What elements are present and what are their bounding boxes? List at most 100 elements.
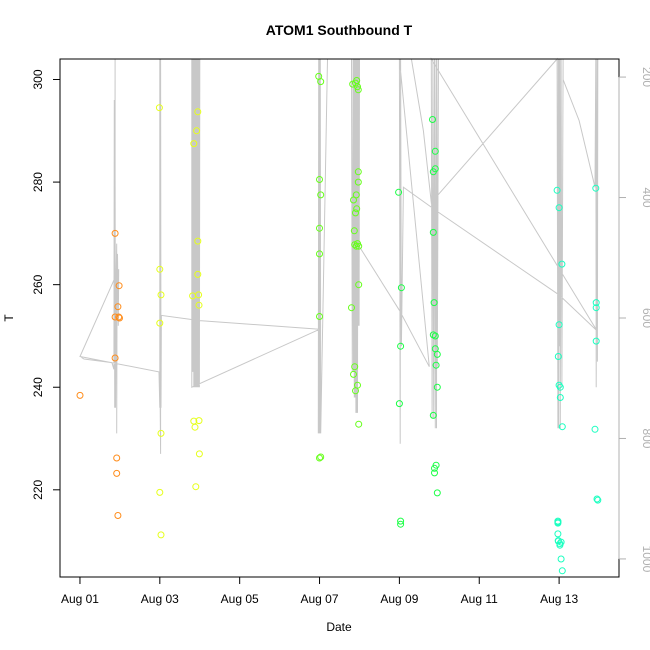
data-point (430, 299, 438, 307)
data-point (316, 250, 323, 258)
data-point (317, 191, 325, 199)
data-point (351, 363, 359, 371)
data-point (432, 461, 440, 469)
data-point (397, 520, 405, 528)
data-point (592, 184, 600, 192)
data-point (554, 530, 562, 538)
data-point (355, 242, 363, 250)
data-point (432, 361, 440, 369)
data-point (195, 301, 203, 309)
data-point (397, 284, 405, 292)
data-point (155, 104, 163, 112)
y-tick-label: 220 (31, 479, 45, 499)
data-point (433, 350, 441, 358)
plot-frame (59, 58, 620, 578)
data-point (191, 423, 199, 431)
data-point (554, 519, 562, 527)
data-point (592, 304, 600, 312)
y2-tick-label: 1000 (640, 546, 650, 573)
x-tick-label: Aug 03 (141, 592, 179, 606)
data-point (354, 86, 362, 94)
data-point (555, 321, 563, 329)
data-point (558, 423, 566, 431)
data-point (429, 228, 437, 236)
y-tick-label: 280 (31, 172, 45, 192)
chart-title: ATOM1 Southbound T (266, 22, 413, 38)
data-point (429, 116, 436, 123)
data-line (79, 57, 599, 454)
data-point (195, 291, 203, 299)
y-axis: 220 240 260 280 300 (31, 69, 61, 500)
data-point (350, 227, 358, 235)
x-tick-label: Aug 13 (540, 592, 578, 606)
data-point (316, 454, 323, 462)
data-point (192, 483, 200, 491)
data-point (431, 165, 439, 173)
data-point (592, 337, 600, 345)
data-point (156, 265, 164, 273)
data-point (114, 303, 122, 311)
data-point (194, 237, 202, 245)
data-point (594, 496, 602, 504)
y-tick-label: 300 (31, 69, 45, 89)
data-point (593, 495, 601, 503)
data-point (195, 450, 203, 458)
x-tick-label: Aug 09 (380, 592, 418, 606)
data-point (113, 469, 121, 477)
x-axis-label: Date (326, 620, 352, 634)
data-point (316, 224, 323, 232)
data-point (433, 489, 441, 497)
data-point (317, 78, 325, 86)
y-tick-label: 260 (31, 274, 45, 294)
data-point (114, 512, 122, 519)
data-point (195, 417, 203, 425)
data-point (558, 567, 566, 575)
data-point (591, 425, 599, 433)
y2-tick-label: 200 (640, 67, 650, 87)
data-point (194, 270, 202, 278)
data-point (558, 260, 566, 268)
data-point (556, 394, 564, 401)
y2-tick-label: 600 (640, 308, 650, 328)
x-axis: Aug 01 Aug 03 Aug 05 Aug 07 Aug 09 Aug 11 Aug … (61, 576, 578, 606)
data-point (190, 140, 198, 148)
data-point (556, 541, 564, 549)
x-tick-label: Aug 11 (461, 592, 498, 606)
data-point (115, 313, 123, 321)
data-point (353, 205, 361, 213)
depth-trace (79, 57, 599, 454)
data-point (157, 291, 165, 299)
data-point (592, 299, 600, 307)
data-point (397, 517, 405, 525)
data-point (355, 281, 363, 289)
data-point (115, 282, 123, 290)
y2-tick-label: 800 (640, 428, 650, 448)
data-point (111, 229, 119, 237)
data-point (554, 353, 562, 360)
data-point (317, 453, 325, 461)
data-points (76, 72, 602, 575)
data-point (348, 304, 355, 312)
data-point (395, 400, 403, 408)
data-point (156, 319, 164, 327)
x-tick-label: Aug 01 (61, 592, 99, 606)
data-point (431, 332, 439, 340)
data-point (157, 429, 165, 437)
y-tick-label: 240 (31, 377, 45, 397)
data-point (556, 383, 564, 391)
data-point (557, 555, 565, 563)
data-point (350, 370, 357, 378)
data-point (76, 391, 84, 399)
data-point (354, 381, 361, 389)
data-point (397, 342, 405, 350)
y2-axis: 200 400 600 800 1000 (618, 67, 650, 573)
data-point (355, 420, 363, 428)
data-point (352, 209, 359, 217)
y-axis-label: T (2, 314, 16, 322)
x-tick-label: Aug 07 (301, 592, 339, 606)
data-point (157, 531, 165, 539)
data-point (111, 354, 119, 362)
data-point (557, 538, 565, 546)
data-point (433, 383, 441, 391)
